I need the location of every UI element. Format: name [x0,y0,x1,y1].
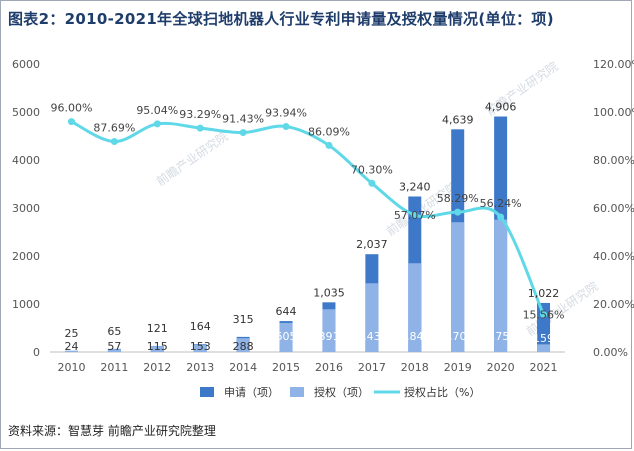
y2-tick-label: 0.00% [593,346,628,359]
grant-data-label: 153 [190,340,211,353]
bar-grant [64,350,78,352]
source-note: 资料来源：智慧芽 前瞻产业研究院整理 [8,424,216,438]
legend-label: 授权占比（%） [404,385,480,399]
x-tick-label: 2013 [186,361,214,374]
rate-data-label: 87.69% [93,122,135,135]
y-tick-label: 2000 [12,250,40,263]
rate-data-label: 86.09% [308,125,350,138]
bar-grant [279,322,293,352]
y-tick-label: 6000 [12,58,40,71]
apply-data-label: 4,906 [485,101,517,114]
rate-data-label: 96.00% [50,102,92,115]
grant-data-label: 159 [533,332,554,345]
rate-data-label: 57.07% [394,209,436,222]
chart-title: 图表2：2010-2021年全球扫地机器人行业专利申请量及授权量情况(单位：项) [8,10,554,28]
grant-data-label: 1,849 [399,330,431,343]
rate-point [110,138,118,146]
bar-grant [150,346,164,352]
rate-data-label: 95.04% [136,104,178,117]
x-tick-label: 2015 [272,361,300,374]
x-tick-label: 2010 [57,361,85,374]
rate-point [239,129,247,137]
rate-point [540,311,548,319]
rate-point [411,211,419,219]
x-tick-label: 2014 [229,361,257,374]
rate-point [325,141,333,149]
y2-tick-label: 120.00% [593,58,634,71]
y-tick-label: 0 [33,346,40,359]
rate-data-label: 56.24% [480,197,522,210]
bar-grant [107,349,121,352]
bar-grant [408,263,422,352]
bar-grant [236,338,250,352]
bar-grant [193,344,207,352]
rate-data-label: 93.94% [265,107,307,120]
grant-data-label: 115 [147,340,168,353]
grant-data-label: 605 [276,330,297,343]
grant-data-label: 1,432 [356,330,388,343]
grant-data-label: 57 [107,340,121,353]
y2-tick-label: 60.00% [593,202,634,215]
apply-data-label: 315 [233,313,254,326]
rate-data-label: 91.43% [222,113,264,126]
rate-data-label: 15.56% [523,309,565,322]
apply-data-label: 1,022 [528,287,560,300]
y2-tick-label: 100.00% [593,106,634,119]
x-tick-label: 2016 [315,361,343,374]
apply-data-label: 164 [190,320,211,333]
rate-point [454,208,462,216]
bar-grant [494,219,508,352]
y-tick-label: 4000 [12,154,40,167]
grant-data-label: 288 [233,340,254,353]
bar-grant [365,283,379,352]
apply-data-label: 4,639 [442,113,474,126]
apply-data-label: 25 [64,327,78,340]
x-tick-label: 2018 [401,361,429,374]
x-tick-label: 2011 [100,361,128,374]
legend-label: 申请（项） [224,386,279,399]
rate-point [196,124,204,132]
x-tick-label: 2021 [530,361,558,374]
y2-tick-label: 80.00% [593,154,634,167]
bar-grant [322,309,336,352]
y2-tick-label: 20.00% [593,298,634,311]
rate-point [153,120,161,128]
grant-data-label: 2,759 [485,330,517,343]
y2-tick-label: 40.00% [593,250,634,263]
rate-data-label: 58.29% [437,192,479,205]
grant-data-label: 891 [318,330,339,343]
x-tick-label: 2019 [444,361,472,374]
y-tick-label: 1000 [12,298,40,311]
grant-data-label: 2,704 [442,330,474,343]
apply-data-label: 65 [107,325,121,338]
rate-data-label: 70.30% [351,163,393,176]
apply-data-label: 2,037 [356,238,388,251]
y-tick-label: 5000 [12,106,40,119]
rate-point [497,213,505,221]
apply-data-label: 121 [147,322,168,335]
rate-point [368,179,376,187]
apply-data-label: 1,035 [313,286,345,299]
x-tick-label: 2020 [487,361,515,374]
x-tick-label: 2017 [358,361,386,374]
grant-data-label: 24 [64,340,78,353]
bar-grant [451,222,465,352]
y-tick-label: 3000 [12,202,40,215]
rate-point [67,118,75,126]
rate-data-label: 93.29% [179,108,221,121]
rate-point [282,123,290,131]
legend-swatch [290,387,304,397]
legend-label: 授权（项） [314,385,369,399]
apply-data-label: 644 [276,305,297,318]
bar-grant [537,344,551,352]
rate-line [70,120,545,316]
x-tick-label: 2012 [143,361,171,374]
apply-data-label: 3,240 [399,180,431,193]
legend-swatch [200,387,214,397]
